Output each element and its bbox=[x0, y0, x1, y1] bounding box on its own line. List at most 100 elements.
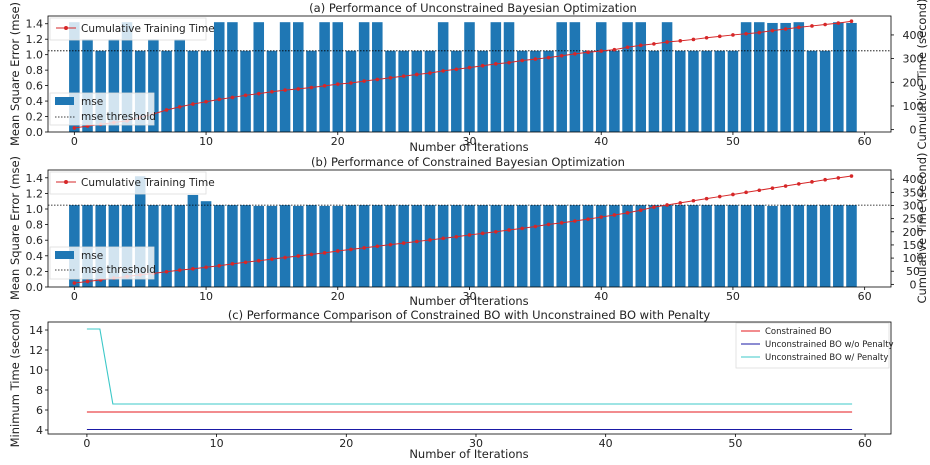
cumulative-time-point bbox=[797, 182, 801, 186]
cumulative-time-point bbox=[467, 65, 472, 70]
cumulative-time-point bbox=[849, 19, 854, 24]
cumulative-time-point bbox=[164, 269, 169, 274]
cumulative-time-point bbox=[191, 102, 195, 106]
cumulative-time-point bbox=[401, 74, 406, 78]
cumulative-time-point bbox=[283, 88, 287, 92]
y-tick-label: 0.8 bbox=[26, 219, 44, 232]
cumulative-time-point bbox=[428, 71, 432, 75]
y-tick-label: 1.2 bbox=[26, 187, 44, 200]
cumulative-time-point bbox=[770, 186, 775, 190]
mse-bar bbox=[345, 50, 357, 132]
mse-bar bbox=[833, 205, 844, 287]
mse-bar bbox=[516, 50, 528, 132]
x-tick-label: 10 bbox=[199, 135, 213, 148]
cumulative-time-point bbox=[744, 31, 748, 36]
mse-bar bbox=[161, 50, 172, 132]
mse-bar bbox=[174, 205, 185, 287]
panel-a-legend-threshold-label: mse threshold bbox=[81, 111, 156, 123]
cumulative-time-point bbox=[362, 246, 366, 250]
cumulative-time-point bbox=[441, 236, 445, 241]
mse-bar bbox=[701, 205, 712, 287]
mse-bar bbox=[227, 205, 238, 287]
mse-bar bbox=[477, 205, 488, 287]
cumulative-time-point bbox=[388, 242, 393, 247]
x-tick-label: 40 bbox=[594, 290, 608, 303]
cumulative-time-point bbox=[586, 217, 590, 221]
y-tick-label: 1.0 bbox=[26, 49, 44, 62]
mse-bar bbox=[714, 205, 726, 287]
mse-bar bbox=[293, 205, 304, 287]
cumulative-time-point bbox=[204, 99, 208, 104]
mse-bar bbox=[530, 50, 541, 132]
panel-c-legend-label-2: Unconstrained BO w/o Penalty bbox=[765, 340, 894, 350]
y-tick-label: 0.8 bbox=[26, 64, 44, 77]
cumulative-time-point bbox=[533, 57, 538, 61]
mse-bar bbox=[82, 39, 93, 133]
panel-a-ticks: 0 10 20 30 40 50 60 0.0 0.2 0.4 0.6 0.8 1.0 1.2 1.4 0 10… bbox=[26, 18, 924, 148]
mse-bar bbox=[345, 205, 357, 287]
mse-bar bbox=[688, 50, 699, 132]
cumulative-time-point bbox=[204, 265, 208, 270]
cumulative-time-point bbox=[177, 105, 182, 109]
mse-bar bbox=[819, 205, 831, 287]
cumulative-time-point bbox=[704, 196, 709, 201]
y-tick-label: 0.6 bbox=[26, 80, 44, 93]
y-tick-label: 0.0 bbox=[26, 126, 44, 139]
cumulative-time-point bbox=[177, 268, 182, 272]
mse-bar bbox=[582, 205, 594, 287]
panel-c-legend-label-3: Unconstrained BO w/ Penalty bbox=[765, 353, 888, 363]
cumulative-time-point bbox=[349, 247, 353, 252]
mse-bar bbox=[793, 205, 805, 287]
cumulative-time-point bbox=[335, 82, 340, 86]
mse-bar bbox=[253, 22, 265, 132]
cumulative-time-point bbox=[704, 35, 709, 40]
cumulative-time-point bbox=[599, 49, 604, 53]
y-tick-label: 1.4 bbox=[26, 18, 44, 31]
cumulative-time-point bbox=[375, 77, 380, 82]
x-tick-label: 40 bbox=[594, 135, 608, 148]
mse-bar bbox=[319, 205, 330, 287]
cumulative-time-point bbox=[665, 40, 669, 44]
cumulative-time-point bbox=[652, 42, 656, 46]
panel-b-xlabel: Number of Iterations bbox=[409, 294, 528, 308]
cumulative-time-point bbox=[217, 263, 222, 268]
x-tick-label: 30 bbox=[463, 135, 477, 148]
panel-a-title: (a) Performance of Unconstrained Bayesia… bbox=[309, 1, 637, 15]
y-right-tick-label: 150 bbox=[903, 239, 924, 252]
cumulative-time-point bbox=[230, 262, 235, 266]
y-right-tick-label: 50 bbox=[906, 265, 920, 278]
mse-bar bbox=[609, 205, 620, 287]
cumulative-time-point bbox=[467, 233, 472, 237]
x-tick-label: 60 bbox=[858, 437, 872, 450]
mse-bar bbox=[437, 205, 449, 287]
cumulative-time-point bbox=[507, 60, 511, 65]
cumulative-time-point bbox=[717, 194, 722, 199]
mse-bar bbox=[253, 205, 265, 287]
cumulative-time-point bbox=[797, 25, 801, 30]
cumulative-time-point bbox=[665, 203, 669, 207]
cumulative-time-point bbox=[191, 267, 195, 271]
mse-bar bbox=[609, 50, 620, 132]
cumulative-time-point bbox=[731, 192, 735, 197]
panel-b-overlays bbox=[48, 174, 891, 285]
x-tick-label: 20 bbox=[339, 437, 353, 450]
cumulative-time-point bbox=[823, 22, 827, 27]
panel-a-xlabel: Number of Iterations bbox=[409, 140, 528, 154]
mse-bar bbox=[398, 205, 409, 287]
mse-bar bbox=[69, 205, 80, 287]
cumulative-time-point bbox=[349, 81, 353, 85]
mse-bar bbox=[108, 205, 120, 287]
panel-a-unconstrained-bo: (a) Performance of Unconstrained Bayesia… bbox=[8, 0, 929, 154]
cumulative-time-point bbox=[691, 37, 696, 42]
mse-bar bbox=[648, 205, 660, 287]
mse-bar bbox=[95, 50, 106, 132]
panel-a-ylabel: Mean Square Error (mse) bbox=[8, 2, 22, 146]
cumulative-time-point bbox=[810, 180, 814, 184]
y-right-tick-label: 350 bbox=[903, 186, 924, 199]
cumulative-time-point bbox=[335, 249, 340, 253]
mse-bar bbox=[846, 22, 857, 132]
cumulative-time-point bbox=[546, 55, 551, 60]
cumulative-time-line bbox=[74, 20, 852, 129]
cumulative-time-point bbox=[520, 58, 524, 63]
